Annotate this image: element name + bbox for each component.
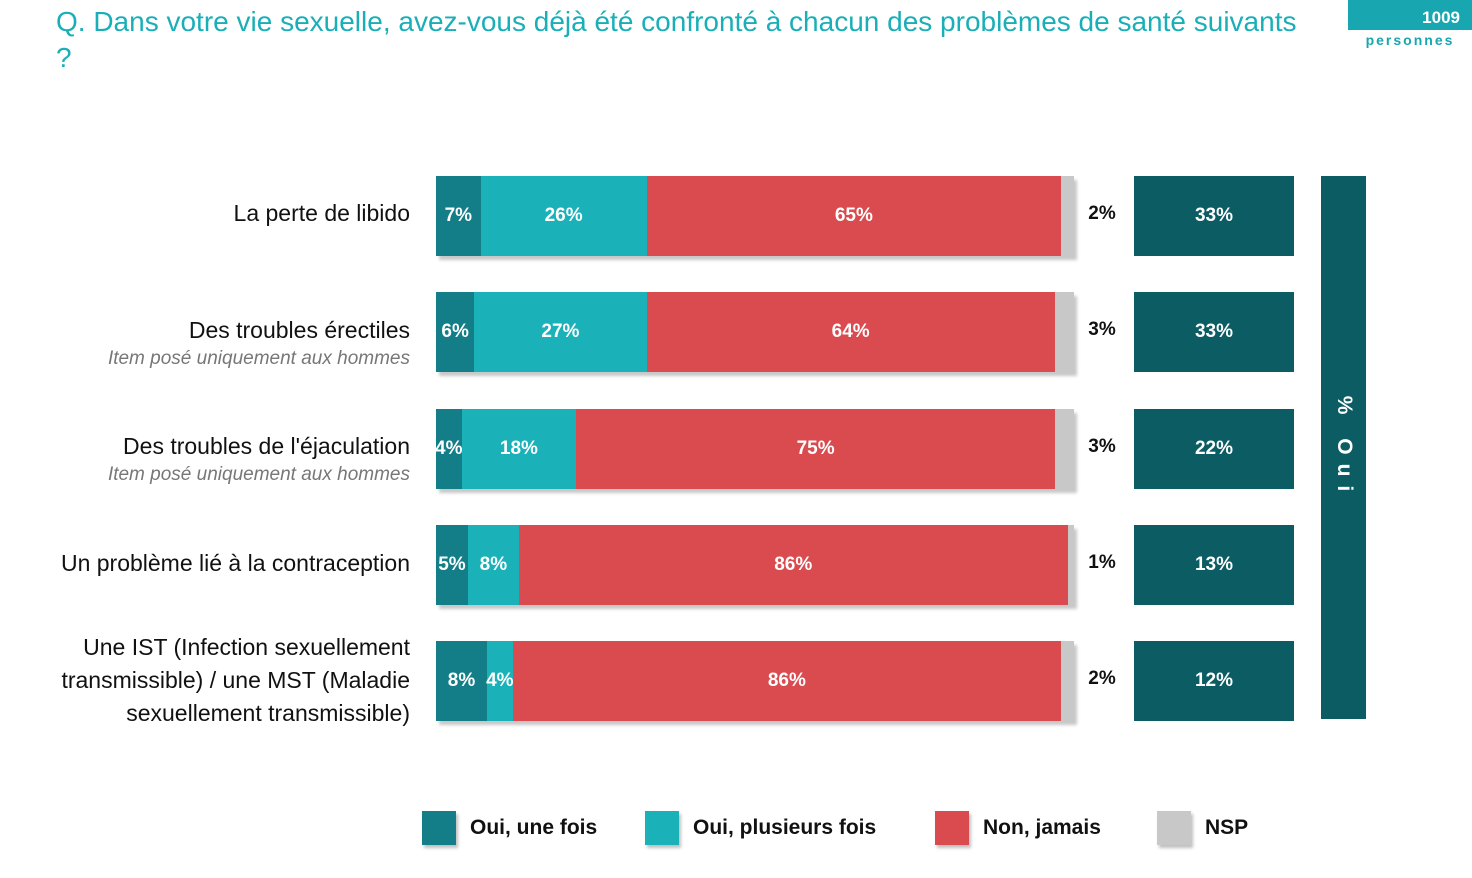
oui-total-value: 33% <box>1194 205 1234 226</box>
bar-segment <box>1061 641 1074 721</box>
bar-segment: 4% <box>435 409 463 489</box>
bar-segment <box>1054 292 1074 372</box>
data-label: 5% <box>438 554 466 575</box>
data-label: 26% <box>544 205 583 226</box>
stacked-bar: 6% 27% 64% <box>436 292 1074 372</box>
bar-segment: 4% <box>486 641 514 721</box>
bar-segment: 5% <box>436 525 468 605</box>
data-label: 75% <box>796 438 835 459</box>
stacked-bar: 7% 26% 65% <box>436 176 1074 256</box>
oui-total-box: 13% <box>1134 525 1294 605</box>
legend-item: Non, jamais <box>935 808 1101 848</box>
category-name: Un problème lié à la contraception <box>60 550 410 576</box>
oui-total-box: 22% <box>1134 409 1294 489</box>
bar-segment <box>1061 176 1074 256</box>
stacked-bar: 8% 4% 86% <box>436 641 1074 721</box>
nsp-value: 2% <box>1088 203 1116 224</box>
category-name: Des troubles érectiles <box>188 317 410 343</box>
bar-segment: 75% <box>576 409 1055 489</box>
oui-total-column-header: % Oui <box>1321 176 1366 719</box>
nsp-value: 1% <box>1088 552 1116 573</box>
category-name: Une IST (Infection sexuellement transmis… <box>61 634 410 726</box>
bar-segment: 27% <box>474 292 647 372</box>
category-name: La perte de libido <box>233 200 410 226</box>
legend-label: Oui, plusieurs fois <box>693 816 877 839</box>
oui-total-value: 13% <box>1194 554 1234 575</box>
legend-item: NSP <box>1157 808 1248 848</box>
legend-item: Oui, une fois <box>422 808 597 848</box>
category-label: Des troubles de l'éjaculation Item posé u… <box>0 430 410 487</box>
bar-segment: 65% <box>646 176 1062 256</box>
category-name: Des troubles de l'éjaculation <box>123 433 410 459</box>
bar-segment: 18% <box>461 409 577 489</box>
data-label: 7% <box>444 205 473 226</box>
bar-segment: 6% <box>436 292 475 372</box>
data-label: 27% <box>541 321 580 342</box>
data-label: 65% <box>834 205 873 226</box>
legend-swatch <box>422 811 456 845</box>
stacked-bar: 4% 18% 75% <box>435 409 1074 489</box>
question-title: Q. Dans votre vie sexuelle, avez-vous dé… <box>56 6 1297 73</box>
legend-swatch <box>645 811 679 845</box>
sample-size-count: 1009 <box>1422 8 1460 27</box>
data-label: 64% <box>831 321 870 342</box>
bar-segment: 26% <box>480 176 647 256</box>
oui-total-box: 12% <box>1134 641 1294 721</box>
bar-segment: 86% <box>512 641 1062 721</box>
category-label: Un problème lié à la contraception <box>0 547 410 580</box>
data-label: 8% <box>447 670 476 691</box>
bar-segment <box>1054 409 1074 489</box>
legend-item: Oui, plusieurs fois <box>645 808 876 848</box>
data-label: 4% <box>486 670 514 691</box>
bar-segment: 64% <box>646 292 1055 372</box>
bar-segment: 86% <box>518 525 1068 605</box>
sample-size-badge: 1009 <box>1348 0 1472 30</box>
bar-segment <box>1067 525 1074 605</box>
bar-segment: 8% <box>436 641 488 721</box>
legend-swatch <box>935 811 969 845</box>
oui-total-value: 12% <box>1194 670 1234 691</box>
oui-total-value: 22% <box>1194 438 1234 459</box>
oui-total-box: 33% <box>1134 292 1294 372</box>
bar-segment: 8% <box>467 525 519 605</box>
legend-swatch <box>1157 811 1191 845</box>
oui-total-box: 33% <box>1134 176 1294 256</box>
data-label: 4% <box>435 438 463 459</box>
legend-label: Oui, une fois <box>470 816 598 839</box>
nsp-value: 2% <box>1088 668 1116 689</box>
data-label: 86% <box>767 670 806 691</box>
category-note: Item posé uniquement aux hommes <box>107 348 410 369</box>
data-label: 86% <box>774 554 813 575</box>
data-label: 18% <box>499 438 538 459</box>
data-label: 8% <box>479 554 508 575</box>
nsp-value: 3% <box>1088 436 1116 457</box>
oui-total-column-label: % Oui <box>1332 395 1356 500</box>
bar-segment: 7% <box>436 176 481 256</box>
category-label: Des troubles érectiles Item posé uniqueme… <box>0 314 410 371</box>
stacked-bar: 5% 8% 86% <box>436 525 1074 605</box>
oui-total-value: 33% <box>1194 321 1234 342</box>
sample-size-label: personnes <box>1365 32 1455 48</box>
category-label: Une IST (Infection sexuellement transmis… <box>0 631 410 730</box>
data-label: 6% <box>441 321 469 342</box>
legend-label: Non, jamais <box>983 816 1101 839</box>
category-note: Item posé uniquement aux hommes <box>107 464 410 485</box>
category-label: La perte de libido <box>0 197 410 230</box>
nsp-value: 3% <box>1088 319 1116 340</box>
legend-label: NSP <box>1205 816 1249 839</box>
